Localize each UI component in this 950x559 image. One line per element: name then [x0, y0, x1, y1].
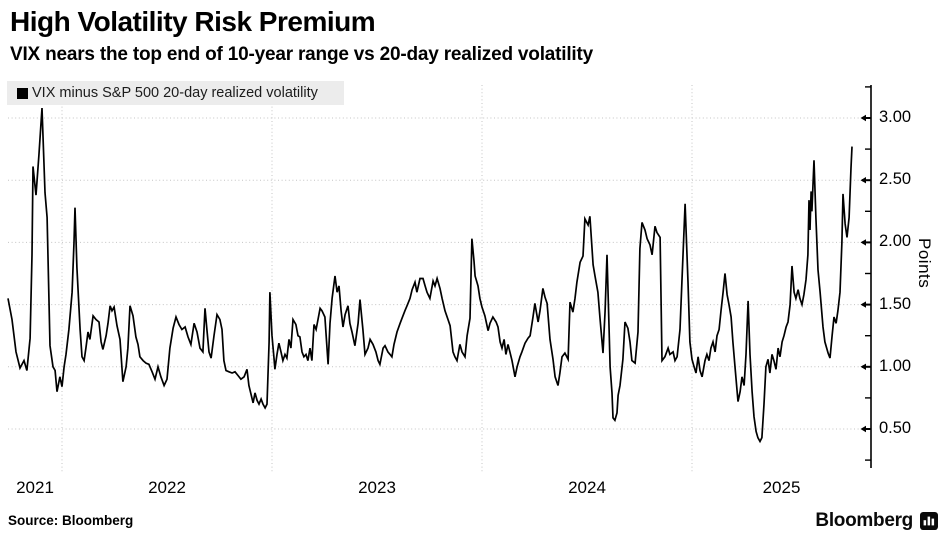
- y-axis-tick-label: 2.00: [879, 232, 912, 251]
- y-axis-title: Points: [915, 238, 934, 289]
- bloomberg-mark-icon: [920, 512, 938, 530]
- chart-subtitle: VIX nears the top end of 10-year range v…: [10, 44, 594, 65]
- x-axis-tick-label: 2025: [762, 478, 801, 497]
- legend: VIX minus S&P 500 20-day realized volati…: [7, 81, 344, 105]
- y-axis-tick-arrow: [860, 301, 866, 308]
- chart-title: High Volatility Risk Premium: [10, 6, 376, 37]
- x-axis-tick-label: 2022: [148, 478, 186, 497]
- y-axis-tick-label: 2.50: [879, 170, 912, 189]
- y-axis-tick-label: 1.50: [879, 294, 912, 313]
- y-axis-tick-label: 1.00: [879, 356, 912, 375]
- y-axis-tick-arrow: [860, 239, 866, 246]
- y-axis-tick-arrow: [860, 425, 866, 433]
- y-axis-tick-label: 0.50: [879, 419, 912, 437]
- legend-label: VIX minus S&P 500 20-day realized volati…: [32, 85, 318, 101]
- x-axis-tick-label: 2024: [568, 478, 606, 497]
- bloomberg-logo: Bloomberg: [815, 510, 938, 532]
- y-axis-tick-arrow: [860, 363, 866, 370]
- y-axis-tick-arrow: [860, 114, 866, 122]
- y-axis-tick-arrow: [860, 177, 866, 184]
- series-line: [7, 107, 853, 444]
- source-note: Source: Bloomberg: [8, 513, 134, 528]
- bloomberg-logo-text: Bloomberg: [815, 510, 913, 531]
- legend-square-marker-icon: [17, 87, 28, 99]
- y-axis-tick-label: 3.00: [879, 108, 912, 126]
- x-axis-tick-label: 2023: [358, 478, 396, 497]
- x-axis-tick-label: 2021: [16, 478, 54, 497]
